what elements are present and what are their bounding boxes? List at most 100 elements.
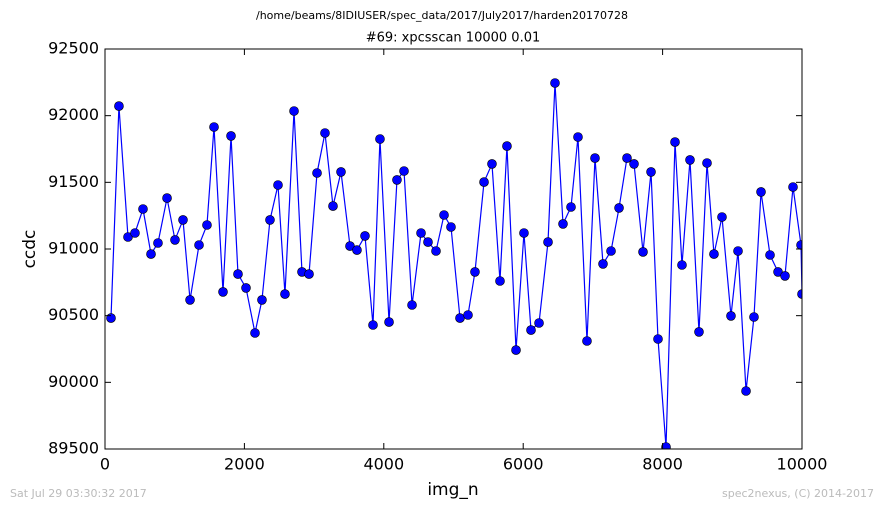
data-point [273, 180, 283, 190]
data-point [439, 210, 449, 220]
data-point [709, 249, 719, 259]
data-point [170, 235, 180, 245]
data-point [446, 222, 456, 232]
data-point [566, 202, 576, 212]
data-point [352, 245, 362, 255]
data-point [218, 287, 228, 297]
data-point [694, 327, 704, 337]
data-point [479, 177, 489, 187]
y-tick-label: 92000 [48, 105, 99, 124]
data-point [638, 247, 648, 257]
data-layer [106, 78, 802, 449]
data-point [622, 153, 632, 163]
data-point [360, 231, 370, 241]
data-point [573, 132, 583, 142]
data-point [178, 215, 188, 225]
data-point [130, 228, 140, 238]
x-tick-label: 6000 [503, 455, 544, 474]
data-point [558, 219, 568, 229]
data-point [202, 220, 212, 230]
data-point [519, 228, 529, 238]
data-point [796, 240, 802, 250]
y-tick-label: 91000 [48, 239, 99, 258]
data-point [590, 153, 600, 163]
y-tick-label: 92500 [48, 39, 99, 58]
x-tick-label: 4000 [363, 455, 404, 474]
data-point [185, 295, 195, 305]
data-point [788, 182, 798, 192]
data-point [534, 318, 544, 328]
data-point [511, 345, 521, 355]
footer-left: Sat Jul 29 03:30:32 2017 [10, 487, 147, 500]
data-point [304, 269, 314, 279]
data-point [328, 201, 338, 211]
data-point [543, 237, 553, 247]
data-point [375, 134, 385, 144]
supertitle: /home/beams/8IDIUSER/spec_data/2017/July… [256, 9, 628, 22]
x-axis-label: img_n [427, 480, 478, 500]
data-point [407, 300, 417, 310]
data-point [685, 155, 695, 165]
data-point [717, 212, 727, 222]
data-point [702, 158, 712, 168]
data-point [797, 289, 802, 299]
data-point [280, 289, 290, 299]
data-point [646, 167, 656, 177]
data-point [423, 237, 433, 247]
data-point [733, 246, 743, 256]
data-point [114, 101, 124, 111]
data-point [765, 250, 775, 260]
data-point [399, 166, 409, 176]
data-point [550, 78, 560, 88]
data-point [598, 259, 608, 269]
data-point [749, 312, 759, 322]
data-point [265, 215, 275, 225]
data-point [661, 442, 671, 449]
data-point [368, 320, 378, 330]
data-point [384, 317, 394, 327]
data-point [780, 271, 790, 281]
data-point [162, 193, 172, 203]
data-point [526, 325, 536, 335]
data-point [233, 269, 243, 279]
data-point [416, 228, 426, 238]
data-point [606, 246, 616, 256]
y-axis-label: ccdc [20, 230, 40, 269]
y-tick-label: 91500 [48, 172, 99, 191]
y-tick-label: 90000 [48, 372, 99, 391]
chart-title: #69: xpcsscan 10000 0.01 [366, 31, 541, 46]
x-tick-label: 10000 [777, 455, 828, 474]
data-point [741, 386, 751, 396]
data-point [463, 310, 473, 320]
data-point [677, 260, 687, 270]
data-point [582, 336, 592, 346]
data-point [250, 328, 260, 338]
data-point [138, 204, 148, 214]
x-tick-label: 0 [100, 455, 110, 474]
data-point [336, 167, 346, 177]
data-point [470, 267, 480, 277]
data-point [670, 137, 680, 147]
y-tick-label: 90500 [48, 305, 99, 324]
data-point [455, 313, 465, 323]
x-tick-label: 8000 [642, 455, 683, 474]
data-point [241, 283, 251, 293]
data-point [106, 313, 116, 323]
data-point [194, 240, 204, 250]
data-point [502, 141, 512, 151]
x-tick-label: 2000 [224, 455, 265, 474]
data-point [653, 334, 663, 344]
data-point [495, 276, 505, 286]
data-point [226, 131, 236, 141]
data-point [392, 175, 402, 185]
data-point [726, 311, 736, 321]
data-point [312, 168, 322, 178]
data-point [320, 128, 330, 138]
data-point [153, 238, 163, 248]
data-point [257, 295, 267, 305]
data-point [614, 203, 624, 213]
data-point [487, 159, 497, 169]
data-point [289, 106, 299, 116]
